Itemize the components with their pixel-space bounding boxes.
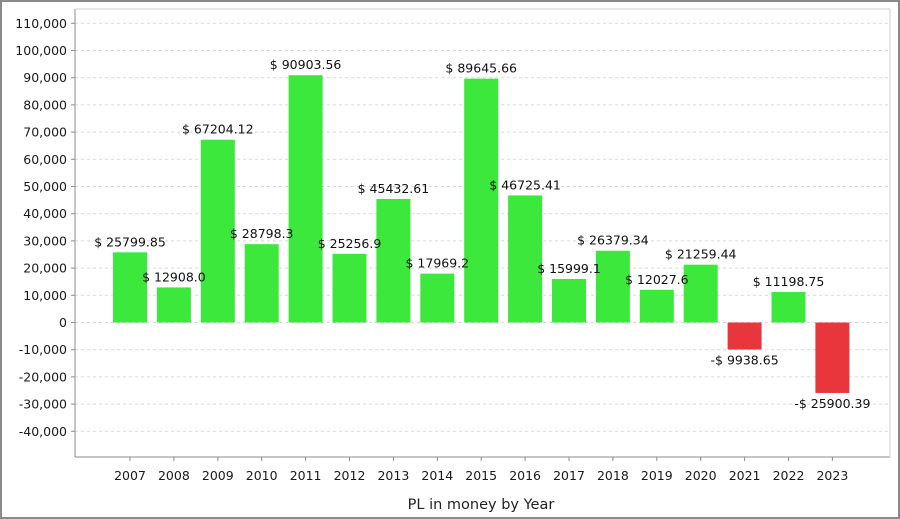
- data-label-2018: $ 26379.34: [577, 233, 649, 248]
- bar-2008: [156, 287, 191, 323]
- x-tick-label: 2018: [597, 468, 629, 483]
- x-tick-label: 2023: [816, 468, 848, 483]
- bar-2013: [376, 198, 411, 323]
- bar-2015: [464, 78, 499, 323]
- data-label-2023: -$ 25900.39: [794, 396, 870, 411]
- x-tick-label: 2008: [158, 468, 190, 483]
- bar-2012: [332, 253, 367, 323]
- x-tick-label: 2020: [685, 468, 717, 483]
- bar-2014: [420, 273, 455, 323]
- y-tick-label: 90,000: [23, 70, 67, 85]
- x-tick-label: 2009: [202, 468, 234, 483]
- x-tick-label: 2013: [377, 468, 409, 483]
- y-axis: 110,000 100,000 90,000 80,000 70,000 60,000 50…: [15, 9, 76, 457]
- bars: [113, 75, 850, 393]
- x-tick-label: 2016: [509, 468, 541, 483]
- x-tick-label: 2021: [729, 468, 761, 483]
- bar-2021: [727, 322, 762, 350]
- bar-2011: [288, 75, 323, 323]
- data-label-2014: $ 17969.2: [405, 256, 469, 271]
- bar-2019: [639, 289, 674, 323]
- x-axis: 2007 2008 2009 2010 2011 2012 2013 2014 2015 2016…: [75, 8, 891, 483]
- y-tick-label: 100,000: [15, 43, 67, 58]
- y-tick-label: 60,000: [23, 152, 67, 167]
- y-tick-label: -10,000: [19, 342, 67, 357]
- x-tick-label: 2017: [553, 468, 585, 483]
- data-label-2009: $ 67204.12: [182, 122, 254, 137]
- data-label-2013: $ 45432.61: [358, 181, 430, 196]
- x-tick-label: 2007: [114, 468, 146, 483]
- y-tick-label: 80,000: [23, 97, 67, 112]
- bar-2017: [552, 278, 586, 323]
- x-tick-label: 2012: [334, 468, 366, 483]
- bar-2010: [244, 244, 279, 323]
- data-label-2019: $ 12027.6: [625, 272, 689, 287]
- y-tick-label: -40,000: [19, 424, 67, 439]
- y-tick-label: 30,000: [23, 233, 67, 248]
- y-tick-label: 40,000: [23, 206, 67, 221]
- data-label-2008: $ 12908.0: [142, 269, 206, 284]
- x-tick-label: 2022: [773, 468, 805, 483]
- x-tick-label: 2014: [421, 468, 453, 483]
- bar-2018: [595, 250, 630, 323]
- y-tick-label: 20,000: [23, 261, 67, 276]
- data-label-2022: $ 11198.75: [753, 274, 825, 289]
- y-tick-label: 110,000: [15, 16, 67, 31]
- y-tick-label: -30,000: [19, 397, 67, 412]
- x-tick-label: 2019: [641, 468, 673, 483]
- bar-2020: [683, 264, 718, 323]
- data-label-2015: $ 89645.66: [445, 61, 517, 76]
- x-tick-label: 2015: [465, 468, 497, 483]
- data-label-2011: $ 90903.56: [270, 57, 342, 72]
- bar-2023: [815, 322, 850, 393]
- data-label-2020: $ 21259.44: [665, 247, 737, 262]
- data-labels: $ 25799.85 $ 12908.0 $ 67204.12 $ 28798.3 $ …: [94, 57, 870, 411]
- y-tick-label: 0: [59, 315, 67, 330]
- x-tick-label: 2010: [246, 468, 278, 483]
- bar-2022: [771, 292, 806, 323]
- y-tick-label: 70,000: [23, 125, 67, 140]
- x-tick-label: 2011: [290, 468, 322, 483]
- bar-2009: [200, 139, 235, 323]
- x-axis-title: PL in money by Year: [408, 497, 555, 513]
- y-tick-label: 10,000: [23, 288, 67, 303]
- data-label-2017: $ 15999.1: [537, 261, 601, 276]
- data-label-2021: -$ 9938.65: [711, 353, 779, 368]
- bar-2016: [508, 195, 543, 323]
- data-label-2007: $ 25799.85: [94, 234, 166, 249]
- y-tick-label: 50,000: [23, 179, 67, 194]
- data-label-2012: $ 25256.9: [318, 236, 382, 251]
- y-tick-label: -20,000: [19, 369, 67, 384]
- data-label-2016: $ 46725.41: [489, 177, 561, 192]
- bar-2007: [113, 252, 147, 323]
- data-label-2010: $ 28798.3: [230, 226, 294, 241]
